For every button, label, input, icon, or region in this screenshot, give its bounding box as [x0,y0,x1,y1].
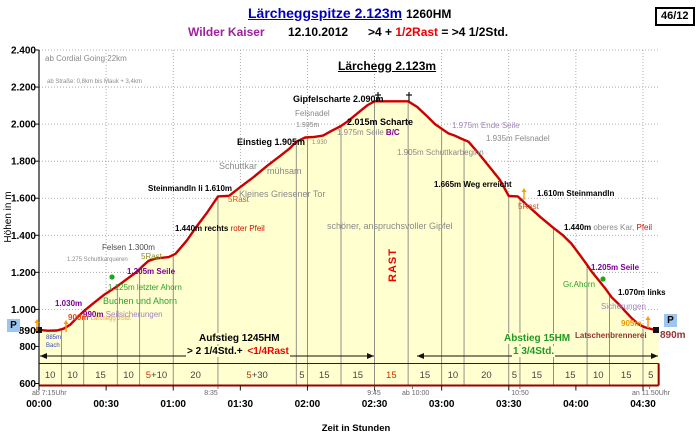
page-title: Lärcheggspitze 2.123m [248,5,403,21]
y-axis-title: Höhen in m [3,191,14,242]
x-subtick-time-label: ab 10:00 [402,390,429,397]
segment-minutes: 15 [531,370,542,381]
segment-minutes: 5+30 [246,370,267,381]
x-tick-label: 04:00 [563,399,589,410]
y-tick-label: 1.200 [11,268,36,279]
x-tick-label: 01:30 [228,399,254,410]
y-tick-label: 800 [19,342,36,353]
segment-minutes: 5 [648,370,653,381]
x-tick-label: 04:30 [630,399,656,410]
x-tick-label: 02:30 [362,399,388,410]
x-subtick-time-label: 8:35 [204,390,218,397]
y-tick-label: 1.000 [11,305,36,316]
axes: 00:00 00:30 01:00 01:30 02:00 02:30 03:00 03:30… [3,46,671,435]
route-markers [34,92,659,333]
rest-arrow-marker [34,319,40,323]
y-tick-label: 1.600 [11,194,36,205]
y-tick-label: 1.800 [11,157,36,168]
x-tick-label: 00:00 [26,399,52,410]
segment-minutes: 5 [299,370,304,381]
segment-minutes: 5+10 [146,370,167,381]
segment-minutes: 10 [45,370,56,381]
time-post: = >4 1/2Std. [438,25,509,39]
x-subtick-time-label: an 11.50Uhr [632,390,671,397]
y-tick-label: 2.200 [11,83,36,94]
segment-minutes: 10 [593,370,604,381]
x-tick-label: 03:30 [496,399,522,410]
waypoint-dot-marker [109,274,115,280]
segment-minutes: 10 [448,370,459,381]
x-tick-label: 00:30 [93,399,119,410]
y-tick-label: 2.400 [11,46,36,57]
elevation-profile-line [38,100,657,332]
x-subtick-time-label: 9:45 [367,390,381,397]
rest-arrow-marker [63,320,69,324]
rest-arrow-marker [521,188,527,192]
x-subtick-time-label: ab 7:15Uhr [32,390,67,397]
y-tick-label: 600 [19,379,36,390]
segment-minutes: 15 [319,370,330,381]
x-tick-label: 03:00 [429,399,455,410]
segment-minutes: 10 [123,370,134,381]
segment-separators [60,101,644,386]
time-rast: 1/2Rast [395,25,439,39]
endpoint-marker [653,327,659,333]
time-band: 10 10 15 10 5+10 20 5+30 5 15 15 15 15 10 20 5 15 15 10 15… [39,363,660,387]
segment-minutes: 15 [95,370,106,381]
total-time-label: >4 + 1/2Rast = >4 1/2Std. [368,26,508,38]
waypoint-dot-marker [600,276,606,282]
segment-minutes: 10 [67,370,78,381]
page-number-badge: 46/12 [655,7,695,26]
segment-minutes: 15 [352,370,363,381]
y-tick-label: 2.000 [11,120,36,131]
time-pre: >4 + [368,25,396,39]
elevation-fill-area [39,101,659,386]
date-label: 12.10.2012 [288,25,349,39]
y-tick-label: 1.400 [11,231,36,242]
segment-minutes: 15 [565,370,576,381]
ascent-total-label: 1260HM [406,7,452,21]
x-axis-title: Zeit in Stunden [322,423,391,434]
x-tick-label: 02:00 [295,399,321,410]
x-subtick-time-label: 10:50 [511,390,529,397]
segment-minutes: 20 [190,370,201,381]
segment-minutes: 5 [512,370,517,381]
start-elevation-tick: 890 [18,325,36,337]
region-label: Wilder Kaiser [188,25,265,39]
x-tick-label: 01:00 [160,399,186,410]
rest-arrow-marker [645,316,651,320]
endpoint-marker [36,327,42,333]
segment-minutes: 15 [386,370,397,381]
segment-minutes: 15 [621,370,632,381]
segment-minutes: 20 [481,370,492,381]
segment-minutes: 15 [420,370,431,381]
